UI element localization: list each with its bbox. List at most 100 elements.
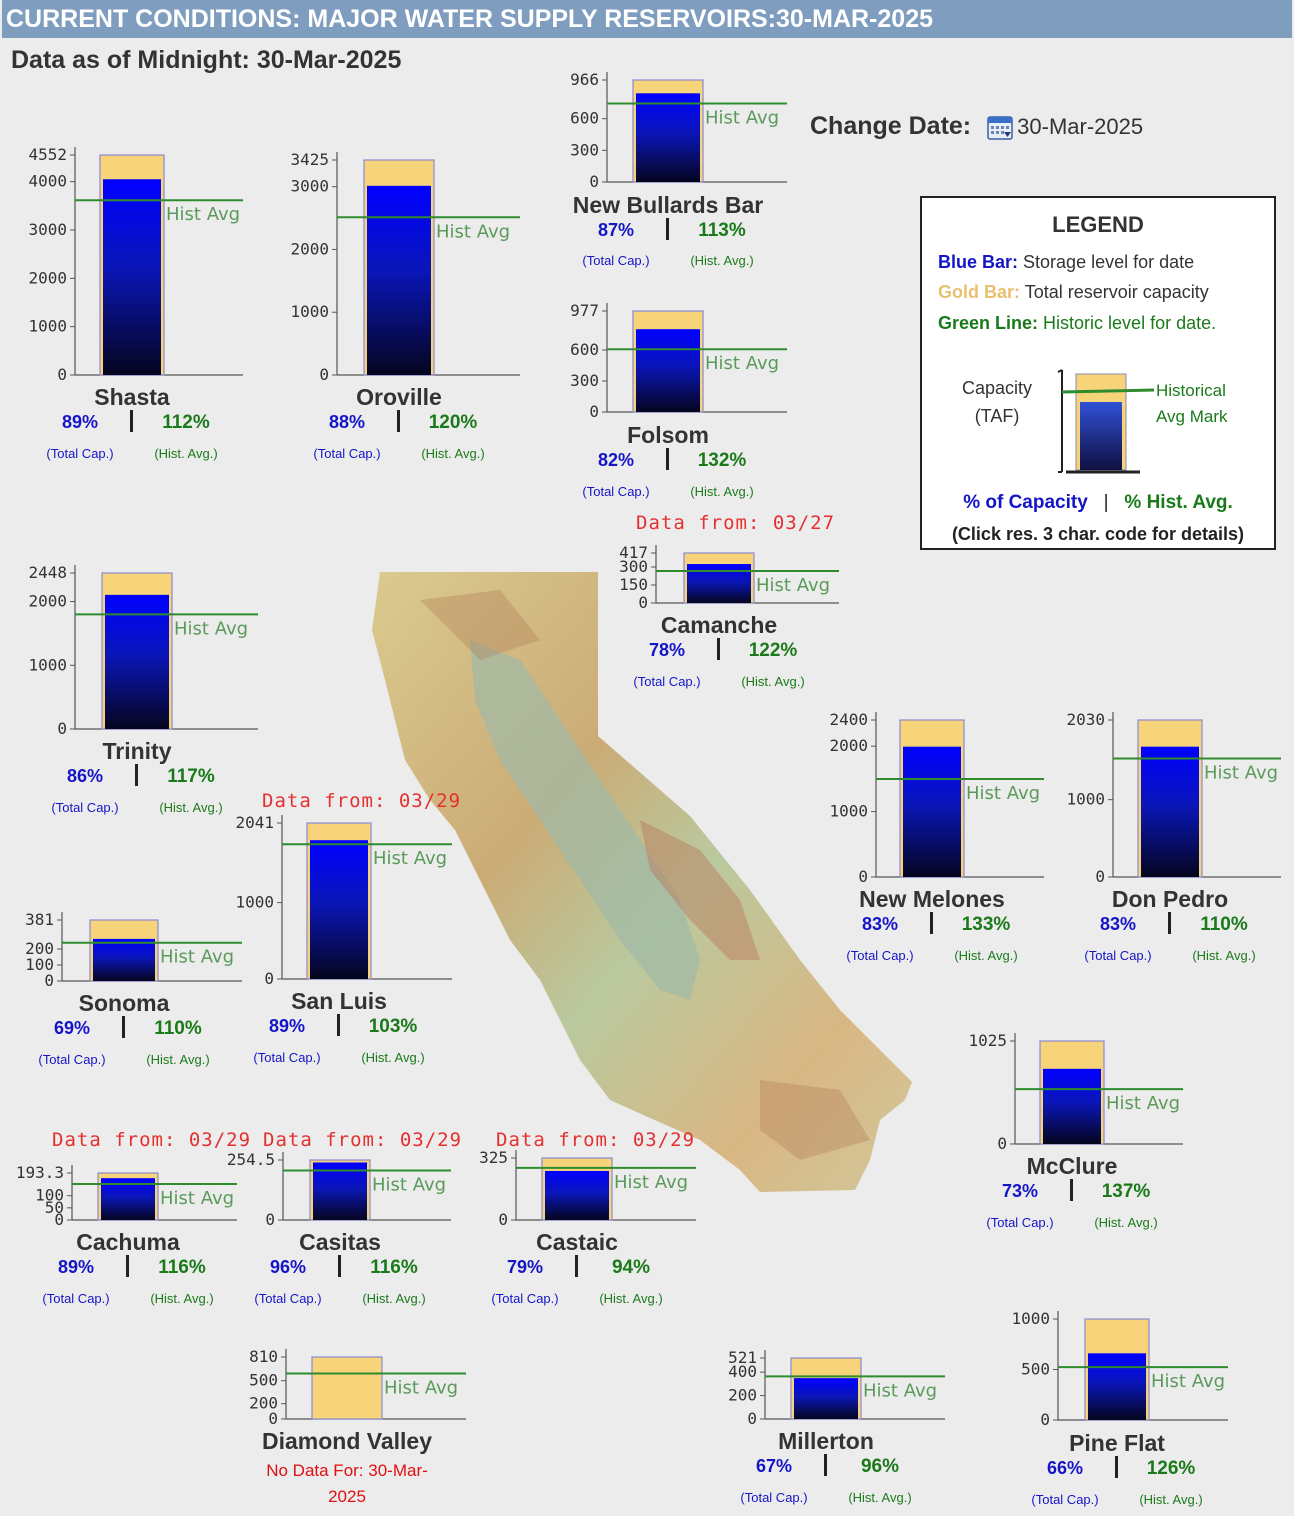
reservoir-name[interactable]: Trinity bbox=[102, 738, 172, 764]
legend-title: LEGEND bbox=[1052, 212, 1144, 237]
total-cap-caption: (Total Cap.) bbox=[254, 1291, 322, 1306]
reservoir-name[interactable]: Sonoma bbox=[78, 990, 170, 1016]
percent-hist-avg: 117% bbox=[167, 766, 215, 787]
stat-divider bbox=[717, 638, 720, 660]
hist-avg-caption: (Hist. Avg.) bbox=[1094, 1215, 1158, 1230]
legend-panel: LEGEND Blue Bar: Storage level for date … bbox=[920, 196, 1276, 550]
percent-capacity: 83% bbox=[1099, 914, 1137, 934]
hist-avg-caption: (Hist. Avg.) bbox=[690, 253, 754, 268]
total-cap-caption: (Total Cap.) bbox=[491, 1291, 559, 1306]
percent-hist-avg: 110% bbox=[154, 1018, 202, 1039]
percent-capacity: 79% bbox=[506, 1257, 544, 1277]
reservoir-name[interactable]: Camanche bbox=[660, 612, 778, 638]
change-date: Change Date: 30-Mar-2025 bbox=[810, 112, 1143, 141]
reservoir-name[interactable]: Pine Flat bbox=[1069, 1430, 1165, 1456]
total-cap-caption: (Total Cap.) bbox=[253, 1050, 321, 1065]
legend-capacity-line1: Capacity bbox=[962, 378, 1033, 398]
stat-divider bbox=[397, 410, 400, 432]
hist-avg-caption: (Hist. Avg.) bbox=[150, 1291, 214, 1306]
stat-divider bbox=[130, 410, 133, 432]
legend-blue-row: Blue Bar: Storage level for date bbox=[938, 252, 1194, 273]
stat-divider bbox=[338, 1255, 341, 1277]
percent-capacity: 88% bbox=[328, 412, 366, 432]
hist-avg-caption: (Hist. Avg.) bbox=[421, 446, 485, 461]
reservoir-name[interactable]: New Melones bbox=[859, 886, 1005, 912]
total-cap-caption: (Total Cap.) bbox=[986, 1215, 1054, 1230]
total-cap-caption: (Total Cap.) bbox=[846, 948, 914, 963]
percent-capacity: 73% bbox=[1001, 1181, 1039, 1201]
percent-hist-avg: 122% bbox=[748, 640, 798, 661]
total-cap-caption: (Total Cap.) bbox=[51, 800, 119, 815]
percent-capacity: 96% bbox=[269, 1257, 307, 1277]
reservoir-name[interactable]: Don Pedro bbox=[1111, 886, 1229, 912]
data-from-note: Data from: 03/29 bbox=[262, 790, 462, 812]
legend-capacity-line2: (TAF) bbox=[974, 406, 1020, 426]
percent-hist-avg: 132% bbox=[697, 450, 747, 471]
reservoir-name[interactable]: Castaic bbox=[536, 1229, 618, 1255]
data-from-note: Data from: 03/27 bbox=[636, 512, 836, 534]
percent-capacity: 86% bbox=[66, 766, 104, 786]
percent-hist-avg: 96% bbox=[860, 1456, 900, 1477]
data-from-note: Data from: 03/29 bbox=[496, 1129, 696, 1151]
reservoir-name[interactable]: Shasta bbox=[94, 384, 170, 410]
reservoir-name[interactable]: Millerton bbox=[778, 1428, 874, 1454]
legend-pct-row: % of Capacity | % Hist. Avg. bbox=[922, 492, 1274, 514]
legend-pct-capacity: % of Capacity bbox=[963, 492, 1088, 513]
stat-divider bbox=[1070, 1179, 1073, 1201]
stat-divider bbox=[1168, 912, 1171, 934]
stat-divider bbox=[122, 1016, 125, 1038]
hist-avg-caption: (Hist. Avg.) bbox=[690, 484, 754, 499]
hist-avg-caption: (Hist. Avg.) bbox=[146, 1052, 210, 1067]
percent-capacity: 89% bbox=[57, 1257, 95, 1277]
hist-avg-caption: (Hist. Avg.) bbox=[1192, 948, 1256, 963]
stat-divider bbox=[135, 764, 138, 786]
hist-avg-caption: (Hist. Avg.) bbox=[159, 800, 223, 815]
reservoir-name[interactable]: Cachuma bbox=[76, 1229, 180, 1255]
stat-divider bbox=[666, 218, 669, 240]
percent-hist-avg: 120% bbox=[428, 412, 478, 433]
total-cap-caption: (Total Cap.) bbox=[38, 1052, 106, 1067]
percent-capacity: 78% bbox=[648, 640, 686, 660]
hist-avg-caption: (Hist. Avg.) bbox=[361, 1050, 425, 1065]
data-from-note: Data from: 03/29 bbox=[263, 1129, 463, 1151]
total-cap-caption: (Total Cap.) bbox=[582, 253, 650, 268]
hist-avg-caption: (Hist. Avg.) bbox=[154, 446, 218, 461]
percent-capacity: 83% bbox=[861, 914, 899, 934]
percent-hist-avg: 133% bbox=[961, 914, 1011, 935]
percent-capacity: 82% bbox=[597, 450, 635, 470]
data-from-note: Data from: 03/29 bbox=[52, 1129, 252, 1151]
percent-capacity: 87% bbox=[597, 220, 635, 240]
hist-avg-caption: (Hist. Avg.) bbox=[1139, 1492, 1203, 1507]
legend-hist-line2: Avg Mark bbox=[1156, 407, 1228, 426]
reservoir-name[interactable]: Casitas bbox=[299, 1229, 381, 1255]
reservoir-name[interactable]: New Bullards Bar bbox=[572, 192, 764, 218]
total-cap-caption: (Total Cap.) bbox=[740, 1490, 808, 1505]
percent-hist-avg: 112% bbox=[162, 412, 210, 433]
reservoir-name[interactable]: Diamond Valley bbox=[261, 1428, 433, 1454]
page-header: CURRENT CONDITIONS: MAJOR WATER SUPPLY R… bbox=[2, 0, 1292, 38]
stat-divider bbox=[1115, 1456, 1118, 1478]
legend-green-key: Green Line: bbox=[938, 313, 1039, 333]
legend-blue-key: Blue Bar: bbox=[938, 252, 1019, 272]
reservoir-name[interactable]: McClure bbox=[1026, 1153, 1118, 1179]
hist-avg-caption: (Hist. Avg.) bbox=[954, 948, 1018, 963]
total-cap-caption: (Total Cap.) bbox=[633, 674, 701, 689]
hist-avg-caption: (Hist. Avg.) bbox=[599, 1291, 663, 1306]
legend-capacity-label: Capacity (TAF) bbox=[962, 374, 1032, 430]
percent-hist-avg: 94% bbox=[611, 1257, 651, 1278]
reservoir-name[interactable]: San Luis bbox=[291, 988, 387, 1014]
legend-green-text: Historic level for date. bbox=[1043, 313, 1217, 333]
percent-capacity: 67% bbox=[755, 1456, 793, 1476]
total-cap-caption: (Total Cap.) bbox=[1031, 1492, 1099, 1507]
reservoir-name[interactable]: Oroville bbox=[356, 384, 442, 410]
stat-divider bbox=[824, 1454, 827, 1476]
percent-hist-avg: 137% bbox=[1101, 1181, 1151, 1202]
total-cap-caption: (Total Cap.) bbox=[42, 1291, 110, 1306]
percent-capacity: 69% bbox=[53, 1018, 91, 1038]
percent-hist-avg: 126% bbox=[1146, 1458, 1196, 1479]
percent-hist-avg: 110% bbox=[1200, 914, 1248, 935]
change-date-value[interactable]: 30-Mar-2025 bbox=[1017, 113, 1144, 139]
calendar-icon[interactable] bbox=[987, 114, 1013, 140]
reservoir-name[interactable]: Folsom bbox=[627, 422, 709, 448]
stat-divider bbox=[930, 912, 933, 934]
